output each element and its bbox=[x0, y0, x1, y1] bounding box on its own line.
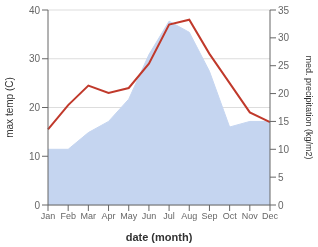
svg-text:10: 10 bbox=[278, 144, 290, 155]
svg-text:20: 20 bbox=[278, 88, 290, 99]
svg-text:Dec: Dec bbox=[262, 211, 279, 221]
svg-text:35: 35 bbox=[278, 5, 290, 16]
svg-text:max temp (C): max temp (C) bbox=[8, 77, 15, 138]
svg-text:Mar: Mar bbox=[81, 211, 97, 221]
svg-text:40: 40 bbox=[29, 5, 41, 16]
svg-text:10: 10 bbox=[29, 151, 41, 162]
svg-text:Nov: Nov bbox=[242, 211, 259, 221]
svg-text:Apr: Apr bbox=[102, 211, 116, 221]
svg-text:Feb: Feb bbox=[60, 211, 76, 221]
svg-text:5: 5 bbox=[278, 172, 284, 183]
svg-text:Jul: Jul bbox=[163, 211, 175, 221]
svg-text:30: 30 bbox=[278, 32, 290, 43]
svg-text:date (month): date (month) bbox=[126, 231, 193, 243]
svg-text:Jun: Jun bbox=[142, 211, 157, 221]
svg-text:May: May bbox=[120, 211, 138, 221]
svg-text:25: 25 bbox=[278, 60, 290, 71]
svg-text:med. precipitation (kg/m2): med. precipitation (kg/m2) bbox=[304, 55, 310, 159]
svg-text:30: 30 bbox=[29, 53, 41, 64]
svg-text:Jan: Jan bbox=[41, 211, 56, 221]
svg-text:20: 20 bbox=[29, 102, 41, 113]
svg-text:Oct: Oct bbox=[223, 211, 238, 221]
svg-text:0: 0 bbox=[278, 200, 284, 211]
svg-text:Aug: Aug bbox=[181, 211, 197, 221]
svg-text:15: 15 bbox=[278, 116, 290, 127]
svg-text:Sep: Sep bbox=[201, 211, 217, 221]
svg-text:0: 0 bbox=[34, 200, 40, 211]
